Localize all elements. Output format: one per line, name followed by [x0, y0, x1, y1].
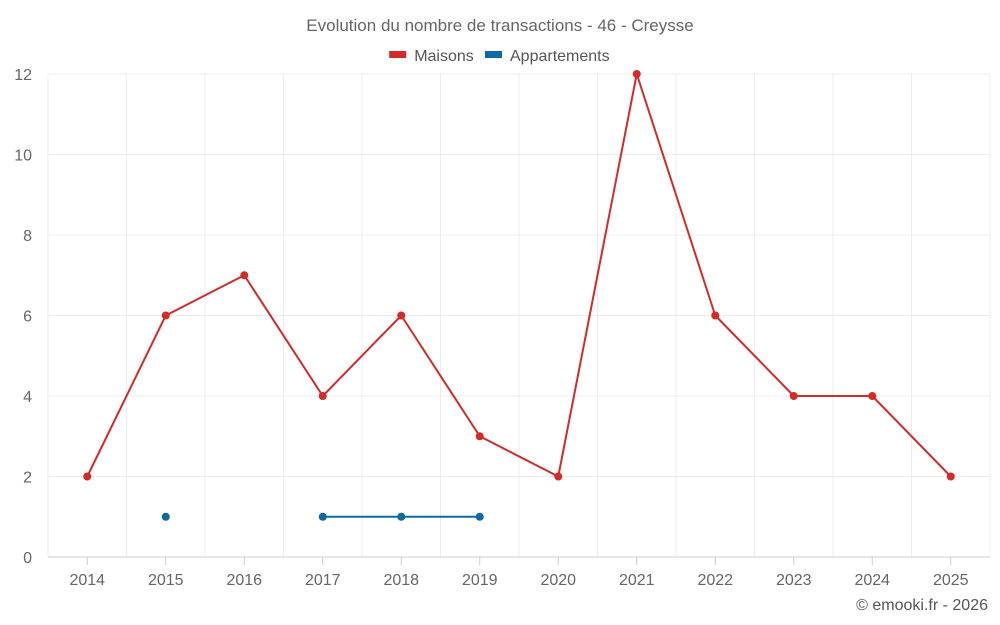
x-tick-label: 2021	[619, 572, 655, 589]
data-point[interactable]	[397, 311, 406, 320]
data-point[interactable]	[83, 472, 92, 481]
x-tick-label: 2022	[697, 572, 733, 589]
grid-lines	[47, 73, 991, 557]
x-tick-label: 2024	[854, 572, 890, 589]
x-tick-label: 2019	[462, 572, 498, 589]
x-tick-label: 2016	[226, 572, 262, 589]
legend-item-appartements[interactable]: Appartements	[485, 48, 610, 65]
data-point[interactable]	[161, 311, 170, 320]
data-point[interactable]	[240, 271, 249, 280]
y-tick-label: 10	[14, 148, 32, 165]
y-tick-label: 0	[23, 550, 32, 567]
data-point[interactable]	[868, 392, 877, 400]
y-tick-label: 2	[23, 470, 32, 487]
legend-item-maisons[interactable]: Maisons	[389, 48, 474, 65]
data-point[interactable]	[318, 392, 327, 400]
series-maisons	[83, 70, 955, 481]
legend-label: Appartements	[510, 48, 610, 65]
legend[interactable]: Maisons Appartements	[389, 48, 610, 65]
data-point[interactable]	[554, 472, 563, 481]
data-point[interactable]	[397, 512, 406, 521]
data-point[interactable]	[946, 472, 955, 481]
data-point[interactable]	[632, 70, 641, 78]
x-tick-label: 2025	[933, 572, 969, 589]
data-point[interactable]	[475, 512, 484, 521]
credit-text: © emooki.fr - 2026	[856, 597, 988, 614]
y-tick-label: 8	[23, 228, 32, 245]
chart-title: Evolution du nombre de transactions - 46…	[306, 16, 693, 35]
x-tick-label: 2014	[69, 572, 105, 589]
legend-label: Maisons	[414, 48, 474, 65]
y-tick-label: 12	[14, 67, 32, 84]
series-appartements	[161, 512, 484, 521]
y-tick-label: 4	[23, 389, 32, 406]
data-point[interactable]	[161, 512, 170, 521]
data-point[interactable]	[475, 432, 484, 441]
x-tick-label: 2017	[305, 572, 341, 589]
data-point[interactable]	[318, 512, 327, 521]
legend-swatch	[485, 51, 502, 58]
series-line	[86, 73, 952, 478]
legend-swatch	[389, 51, 407, 58]
x-tick-label: 2023	[776, 572, 812, 589]
data-point[interactable]	[789, 392, 798, 400]
series-layer	[83, 70, 955, 521]
axes: 0 2 4 6 8 10 12 2014 2015 2016 2017 2018 2019 2020 202…	[14, 67, 990, 589]
x-tick-label: 2018	[383, 572, 419, 589]
x-tick-label: 2020	[540, 572, 576, 589]
y-tick-label: 6	[23, 309, 32, 326]
x-tick-label: 2015	[148, 572, 184, 589]
data-point[interactable]	[711, 311, 720, 320]
